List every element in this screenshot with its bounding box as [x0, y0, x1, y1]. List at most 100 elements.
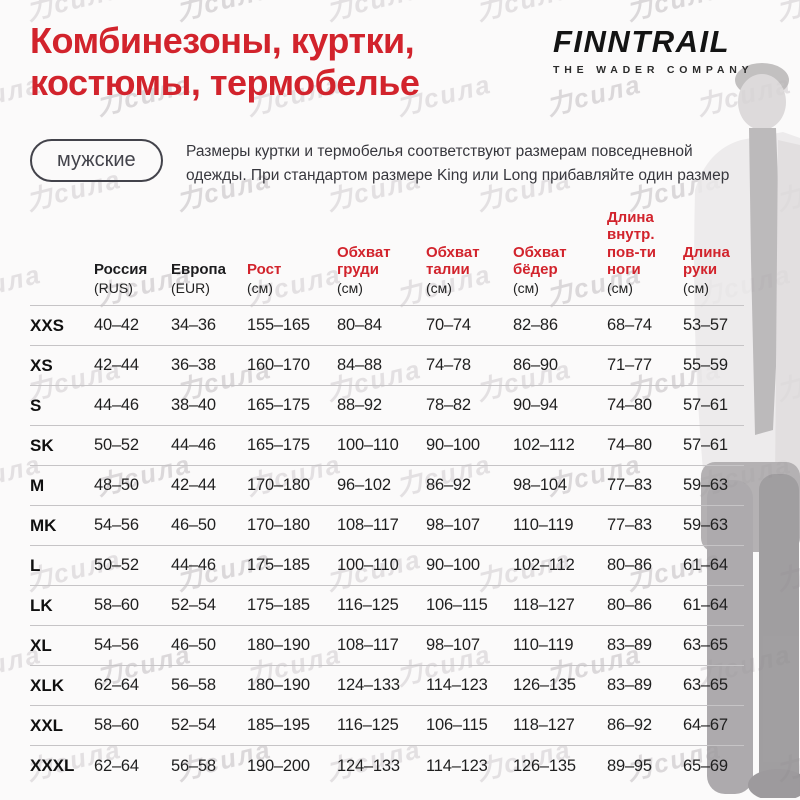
table-cell: 54–56	[94, 516, 139, 534]
table-cell: 89–95	[607, 756, 652, 775]
table-cell: 40–42	[94, 316, 139, 334]
table-cell: 61–64	[683, 556, 728, 574]
column-header-label: Обхват груди	[337, 243, 391, 278]
column-header-unit: (см)	[426, 280, 452, 296]
gender-badge-label: мужские	[57, 149, 136, 171]
table-cell: 116–125	[337, 716, 399, 734]
size-label: XXS	[30, 315, 65, 335]
size-label: M	[30, 475, 45, 495]
table-cell: 86–92	[426, 476, 471, 494]
brand-name: FINNTRAIL	[553, 24, 731, 59]
table-cell: 124–133	[337, 756, 400, 775]
size-label: SK	[30, 435, 54, 455]
table-cell: 62–64	[94, 676, 139, 694]
column-header-unit: (см)	[337, 280, 363, 296]
size-label: XS	[30, 355, 53, 375]
table-cell: 180–190	[247, 676, 310, 694]
table-row: LK 58–60 52–54 175–185 116–125 106–115 118–127…	[30, 586, 744, 626]
table-cell: 34–36	[171, 316, 216, 334]
table-cell: 108–117	[337, 516, 399, 534]
table-cell: 63–65	[683, 676, 728, 694]
table-cell: 118–127	[513, 716, 575, 734]
table-cell: 165–175	[247, 436, 310, 454]
table-cell: 52–54	[171, 596, 216, 614]
table-cell: 83–89	[607, 676, 652, 694]
column-header: Обхват груди (см)	[337, 244, 426, 297]
column-header-unit: (см)	[513, 280, 539, 296]
column-header-label: Обхват талии	[426, 243, 480, 278]
table-cell: 86–90	[513, 356, 558, 374]
table-header-row: Россия (RUS) Европа (EUR) Рост (см) Обхват гру…	[30, 209, 744, 306]
column-header-label: Россия	[94, 260, 148, 278]
model-scarf	[749, 128, 781, 435]
table-cell: 42–44	[94, 356, 139, 374]
table-cell: 124–133	[337, 676, 400, 694]
table-cell: 56–58	[171, 756, 216, 775]
table-cell: 50–52	[94, 436, 139, 454]
column-header-label: Длина внутр. пов-ти ноги	[607, 209, 657, 278]
column-header: Обхват бёдер (см)	[513, 244, 607, 297]
column-header-unit: (EUR)	[171, 280, 210, 296]
table-cell: 53–57	[683, 316, 728, 334]
model-photo	[694, 63, 800, 798]
table-cell: 114–123	[426, 756, 488, 775]
table-cell: 170–180	[247, 476, 310, 494]
gender-badge: мужские	[30, 139, 163, 182]
table-row: XL 54–56 46–50 180–190 108–117 98–107 110–119 8…	[30, 626, 744, 666]
column-header: Обхват талии (см)	[426, 244, 513, 297]
table-cell: 52–54	[171, 716, 216, 734]
table-cell: 46–50	[171, 636, 216, 654]
table-cell: 83–89	[607, 636, 652, 654]
column-header: Россия (RUS)	[94, 261, 171, 296]
table-cell: 175–185	[247, 556, 310, 574]
table-row: MK 54–56 46–50 170–180 108–117 98–107 110–119 7…	[30, 506, 744, 546]
table-cell: 46–50	[171, 516, 216, 534]
table-cell: 165–175	[247, 396, 310, 414]
table-cell: 190–200	[247, 756, 310, 775]
model-leg-left	[707, 480, 753, 794]
table-cell: 82–86	[513, 316, 558, 334]
column-header-unit: (RUS)	[94, 280, 133, 296]
table-cell: 155–165	[247, 316, 310, 334]
size-label: S	[30, 395, 42, 415]
table-cell: 100–110	[337, 556, 399, 574]
table-cell: 62–64	[94, 756, 139, 775]
size-label: MK	[30, 515, 57, 535]
table-cell: 110–119	[513, 636, 574, 654]
size-label: XL	[30, 635, 52, 655]
size-label: XXL	[30, 715, 64, 735]
brand-logo: FINNTRAIL THE WADER COMPANY	[553, 24, 753, 76]
table-row: XXL 58–60 52–54 185–195 116–125 106–115 118–12…	[30, 706, 744, 746]
table-cell: 90–94	[513, 396, 558, 414]
table-cell: 86–92	[607, 716, 652, 734]
model-leg-right	[759, 474, 799, 796]
table-cell: 118–127	[513, 596, 575, 614]
table-cell: 36–38	[171, 356, 216, 374]
table-cell: 126–135	[513, 676, 576, 694]
table-cell: 59–63	[683, 476, 728, 494]
table-cell: 77–83	[607, 516, 652, 534]
table-cell: 80–84	[337, 316, 382, 334]
title-line1: Комбинезоны, куртки,	[30, 20, 415, 61]
table-cell: 116–125	[337, 596, 399, 614]
table-cell: 64–67	[683, 716, 728, 734]
table-cell: 59–63	[683, 516, 728, 534]
table-cell: 56–58	[171, 676, 216, 694]
table-cell: 106–115	[426, 716, 488, 734]
column-header: Европа (EUR)	[171, 261, 247, 296]
table-body: XXS 40–42 34–36 155–165 80–84 70–74 82–86 68–74…	[30, 306, 744, 786]
size-note: Размеры куртки и термобелья соответствую…	[186, 140, 776, 188]
table-cell: 110–119	[513, 516, 574, 534]
table-cell: 42–44	[171, 476, 216, 494]
column-header-label: Рост	[247, 260, 282, 278]
table-row: XXXL 62–64 56–58 190–200 124–133 114–123 126–1…	[30, 746, 744, 786]
table-cell: 108–117	[337, 636, 399, 654]
table-cell: 84–88	[337, 356, 382, 374]
page-title: Комбинезоны, куртки, костюмы, термобелье	[30, 20, 420, 105]
table-cell: 61–64	[683, 596, 728, 614]
table-cell: 114–123	[426, 676, 488, 694]
column-header: Длина руки (см)	[683, 244, 744, 297]
table-cell: 102–112	[513, 556, 575, 574]
table-cell: 48–50	[94, 476, 139, 494]
table-cell: 78–82	[426, 396, 471, 414]
